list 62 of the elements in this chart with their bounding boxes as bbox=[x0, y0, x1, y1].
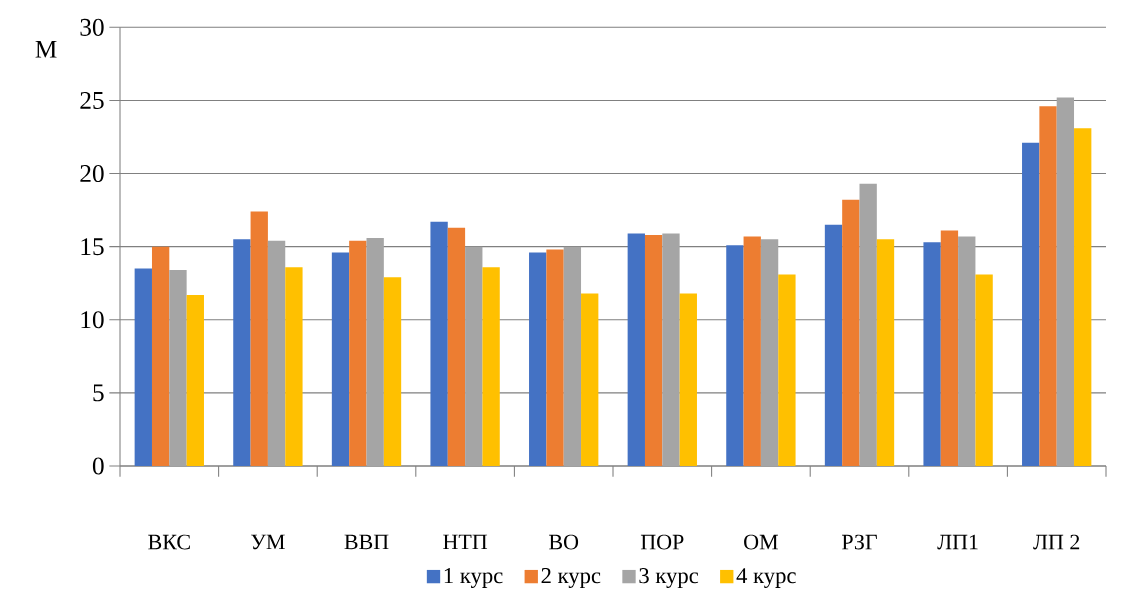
legend-label: 3 курс bbox=[639, 568, 699, 588]
bar bbox=[876, 239, 895, 466]
bar bbox=[644, 234, 663, 466]
x-tick-label: ЛП1 bbox=[937, 534, 978, 550]
bar bbox=[285, 267, 303, 466]
x-tick-label: РЗГ bbox=[842, 534, 877, 550]
bar bbox=[563, 246, 582, 466]
x-tick-label: НТП bbox=[443, 534, 488, 550]
bar bbox=[923, 242, 941, 466]
x-tick-label: ВКС bbox=[148, 534, 190, 550]
legend-label: 4 курс bbox=[736, 568, 796, 588]
bar bbox=[529, 252, 547, 466]
bar bbox=[1056, 97, 1075, 466]
bar bbox=[824, 224, 843, 466]
y-tick-label: 20 bbox=[80, 165, 104, 183]
bar bbox=[1022, 142, 1040, 466]
y-axis-title: М bbox=[35, 40, 57, 58]
y-tick-label: 0 bbox=[92, 457, 104, 475]
bar bbox=[842, 199, 860, 466]
x-tick-label: ВО bbox=[549, 534, 579, 550]
bar bbox=[743, 236, 761, 466]
bar bbox=[859, 183, 877, 466]
bar bbox=[482, 267, 500, 466]
bar bbox=[134, 268, 152, 466]
x-tick-label: ЛП 2 bbox=[1033, 534, 1080, 550]
bar bbox=[958, 236, 976, 466]
bar bbox=[627, 233, 645, 466]
bar bbox=[447, 227, 466, 466]
bar bbox=[778, 274, 796, 466]
bar bbox=[1039, 106, 1057, 466]
y-tick-label: 5 bbox=[93, 384, 104, 402]
bar bbox=[349, 240, 367, 466]
bar bbox=[726, 245, 744, 466]
bar bbox=[760, 239, 779, 466]
bar bbox=[662, 233, 680, 466]
x-tick-label: УМ bbox=[251, 534, 285, 550]
bar bbox=[581, 293, 599, 466]
x-tick-label: ВВП bbox=[344, 534, 389, 550]
bar bbox=[465, 246, 483, 466]
legend-label: 2 курс bbox=[541, 568, 601, 588]
bar bbox=[679, 293, 697, 466]
bar bbox=[169, 270, 187, 466]
bar bbox=[1074, 128, 1092, 466]
bar bbox=[186, 294, 204, 466]
x-tick-label: ОМ bbox=[744, 534, 778, 550]
bar bbox=[331, 252, 350, 466]
bar bbox=[546, 249, 564, 466]
y-tick-label: 25 bbox=[80, 91, 104, 109]
bar bbox=[940, 230, 959, 466]
legend-label: 1 курс bbox=[444, 568, 503, 588]
bar bbox=[250, 211, 268, 466]
bar bbox=[366, 237, 384, 466]
bar bbox=[267, 240, 286, 466]
bar bbox=[975, 274, 993, 466]
y-tick-label: 30 bbox=[80, 18, 104, 36]
x-tick-label: ПОР bbox=[640, 534, 684, 550]
y-tick-label: 10 bbox=[81, 311, 104, 329]
y-tick-label: 15 bbox=[81, 238, 104, 256]
bar bbox=[233, 239, 251, 466]
bar bbox=[383, 277, 402, 466]
bar bbox=[430, 221, 448, 466]
bar bbox=[151, 246, 170, 466]
